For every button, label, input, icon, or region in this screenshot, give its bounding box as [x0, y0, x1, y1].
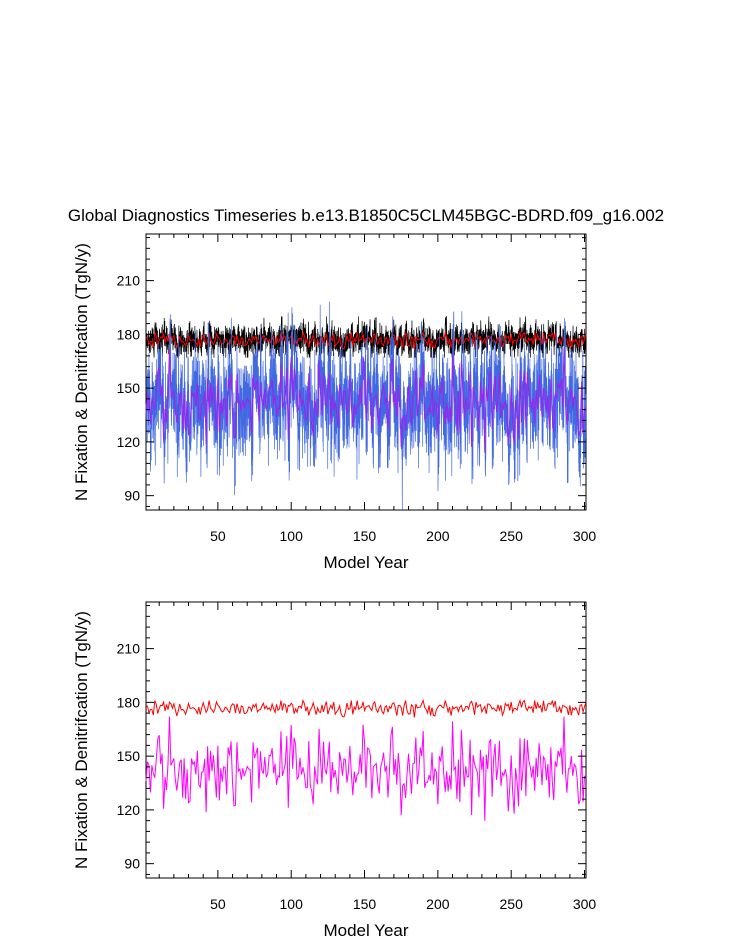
y-tick-label: 120: [117, 434, 141, 450]
y-tick-label: 150: [117, 380, 141, 396]
top-tick-labels: 50 100 150 200 250 300 90 120 150 180 210: [117, 273, 597, 544]
series-line-denitrification-annual-mean: [145, 330, 587, 350]
y-tick-label: 120: [117, 802, 141, 818]
bottom-x-axis-label: Model Year: [323, 921, 408, 940]
y-tick-label: 180: [117, 326, 141, 342]
x-tick-label: 50: [210, 896, 226, 912]
bottom-tick-labels: 50 100 150 200 250 300 90 120 150 180 210: [117, 641, 597, 912]
series-line-denitrification-annual-mean: [145, 698, 587, 718]
bottom-tick-layer: [146, 602, 586, 878]
top-y-axis-label: N Fixation & Denitrifcation (TgN/y): [72, 243, 91, 501]
top-tick-layer: [146, 234, 586, 510]
x-tick-label: 300: [573, 528, 597, 544]
x-tick-label: 200: [426, 896, 450, 912]
y-tick-label: 150: [117, 748, 141, 764]
y-tick-label: 90: [124, 488, 140, 504]
series-line-N-fixation-annual-mean: [145, 348, 587, 453]
bottom-panel: 50 100 150 200 250 300 90 120 150 180 210 Model Ye…: [72, 601, 597, 940]
top-series-layer: [145, 301, 587, 511]
series-line-N-fixation-annual-mean: [145, 716, 587, 821]
x-tick-label: 200: [426, 528, 450, 544]
x-tick-label: 100: [280, 896, 304, 912]
figure-title: Global Diagnostics Timeseries b.e13.B185…: [68, 206, 664, 225]
y-tick-label: 180: [117, 694, 141, 710]
x-tick-label: 150: [353, 528, 377, 544]
x-tick-label: 300: [573, 896, 597, 912]
x-tick-label: 100: [280, 528, 304, 544]
x-tick-label: 150: [353, 896, 377, 912]
top-plot-frame: [145, 233, 587, 511]
top-x-axis-label: Model Year: [323, 553, 408, 572]
bottom-plot-frame: [145, 601, 587, 879]
top-panel: 50 100 150 200 250 300 90 120 150 180 210 Model Ye…: [72, 233, 597, 572]
y-tick-label: 90: [124, 856, 140, 872]
bottom-y-axis-label: N Fixation & Denitrifcation (TgN/y): [72, 611, 91, 869]
y-tick-label: 210: [117, 641, 141, 657]
bottom-series-layer: [145, 698, 587, 821]
x-tick-label: 250: [500, 528, 524, 544]
x-tick-label: 250: [500, 896, 524, 912]
y-tick-label: 210: [117, 273, 141, 289]
x-tick-label: 50: [210, 528, 226, 544]
